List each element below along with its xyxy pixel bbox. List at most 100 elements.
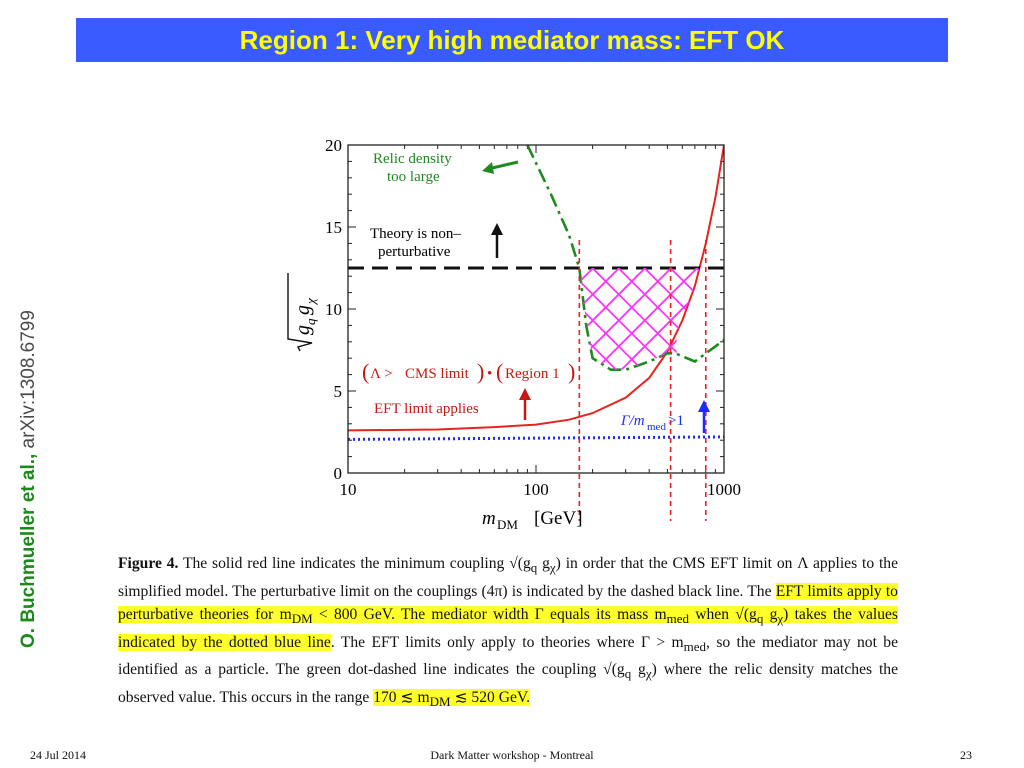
hatch-line: [712, 258, 750, 383]
relic-arrow-head: [482, 162, 494, 174]
footer-date: 24 Jul 2014: [30, 748, 87, 762]
hatch-line: [581, 268, 704, 370]
annotation-eft: EFT limit applies: [374, 401, 479, 417]
caption-text-1b: g: [537, 555, 550, 572]
caption-h2b: ≲ 520 GeV.: [450, 688, 531, 706]
footer-center: Dark Matter workshop - Montreal: [430, 748, 594, 762]
caption-text-2b: , so the mediator may not be identified …: [118, 633, 898, 679]
hatch-line: [579, 268, 630, 370]
caption-sub-q: q: [530, 560, 538, 576]
x-label-m: m: [482, 508, 496, 529]
annotation-gamma: Γ/m: [620, 413, 645, 429]
hatch-line: [452, 258, 577, 383]
annotation-region1: Region 1: [505, 366, 560, 382]
hatch-line: [712, 258, 750, 383]
annotation-cms-limit: CMS limit: [405, 366, 470, 382]
hatch-line: [579, 268, 604, 370]
caption-s2-chi: χ: [645, 666, 652, 682]
y-label-chi: χ: [303, 298, 318, 306]
slide-title: Region 1: Very high mediator mass: EFT O…: [239, 24, 785, 55]
paren-close-1: ): [477, 359, 484, 384]
hatch-line: [426, 258, 551, 383]
side-credit: O. Buchmueller et al., arXiv:1308.6799: [18, 310, 40, 648]
hatch-lines: [400, 258, 750, 383]
hatch-line: [400, 258, 525, 383]
hatch-line: [633, 268, 704, 370]
series-solid-red: [348, 145, 724, 432]
caption-h1-sub: DM: [291, 611, 313, 627]
slide-title-bar: Region 1: Very high mediator mass: EFT O…: [76, 18, 948, 62]
hatch-line: [685, 268, 704, 370]
gamma-arrow-head: [698, 400, 710, 412]
y-tick-label: 15: [325, 218, 342, 237]
eft-arrow-head: [519, 388, 531, 400]
plot-frame: [347, 144, 725, 474]
hatch-line: [579, 268, 682, 370]
caption-h1c: when √(g: [689, 606, 757, 624]
hatch-line: [607, 268, 704, 370]
y-label-g: g: [292, 325, 314, 335]
bullet: •: [487, 366, 492, 382]
caption-h1-sub2: med: [666, 611, 690, 627]
caption-h1d: g: [763, 606, 778, 624]
hatch-line: [579, 268, 630, 370]
caption-h1e: ) takes the values indicated by the dott…: [118, 606, 898, 651]
hatch-line: [400, 258, 525, 383]
caption-h1: EFT limits apply to perturbative theorie…: [118, 582, 898, 624]
annotation-gamma-tail: >1: [668, 413, 684, 429]
theory-arrow-head: [491, 223, 503, 235]
hatch-line: [738, 258, 750, 383]
tick-labels: 0 5 10 15 20 10 100 1000: [325, 136, 741, 499]
caption-h1-q: q: [756, 611, 764, 627]
y-tick-label: 5: [334, 382, 343, 401]
y-axis-label: g q g χ: [287, 273, 318, 352]
x-tick-label: 100: [523, 480, 549, 499]
caption-s2-q: q: [624, 666, 632, 682]
hatch-line: [633, 268, 704, 370]
series-dash-dot-green: [526, 145, 724, 371]
footer-page: 23: [960, 748, 972, 762]
y-tick-label: 0: [334, 464, 343, 483]
x-label-sub: DM: [497, 517, 518, 532]
figure-caption: Figure 4. The solid red line indicates t…: [118, 552, 898, 714]
annotation-lambda: Λ >: [370, 366, 393, 382]
caption-text-2d: ) where the relic density matches the ob…: [118, 661, 898, 706]
paren-open-1: (: [362, 359, 369, 384]
x-label-unit: [GeV]: [534, 508, 583, 529]
hatch-line: [738, 258, 750, 383]
caption-text-1: The solid red line indicates the minimum…: [178, 555, 531, 572]
annotation-theory-line1: Theory is non–: [370, 226, 461, 242]
vertical-mass-lines: [578, 240, 707, 521]
coupling-vs-mass-chart: 0 5 10 15 20 10 100 1000 g q g χ m DM [GeV] Rel…: [287, 136, 750, 532]
caption-highlight-2: 170 ≲ mDM ≲ 520 GeV.: [373, 688, 531, 710]
caption-text-1c: ) in order that the CMS EFT limit on Λ a…: [118, 555, 899, 600]
hatch-line: [452, 258, 577, 383]
x-tick-label: 10: [340, 480, 357, 499]
annotation-relic-line2: too large: [387, 169, 440, 185]
credit-authors: O. Buchmueller et al.,: [18, 453, 39, 648]
hatch-line: [685, 268, 704, 370]
caption-text-2: . The EFT limits only apply to theories …: [330, 633, 684, 651]
caption-h1b: < 800 GeV. The mediator width Γ equals i…: [312, 606, 667, 624]
x-axis-label: m DM [GeV]: [482, 508, 583, 532]
annotation-gamma-sub: med: [647, 421, 666, 433]
relic-arrow-shaft: [487, 160, 519, 171]
paren-open-2: (: [496, 359, 503, 384]
caption-text-2c: g: [631, 661, 646, 679]
caption-h2-sub: DM: [429, 694, 451, 710]
annotation-relic-line1: Relic density: [373, 151, 452, 167]
region1-hatch: [400, 258, 750, 383]
x-tick-label: 1000: [707, 480, 741, 499]
y-label-q: q: [303, 318, 318, 325]
caption-s2-sub: med: [683, 638, 707, 654]
annotation-theory-line2: perturbative: [378, 244, 451, 260]
caption-h1-chi: χ: [777, 611, 784, 627]
hatch-line: [426, 258, 551, 383]
caption-sub-chi: χ: [549, 560, 556, 576]
credit-arxiv: arXiv:1308.6799: [18, 310, 39, 449]
axis-ticks: [347, 144, 725, 474]
caption-figure-label: Figure 4.: [118, 555, 179, 572]
hatch-line: [659, 268, 704, 370]
chart-curves: [348, 145, 724, 441]
caption-h2: 170 ≲ m: [373, 688, 430, 706]
